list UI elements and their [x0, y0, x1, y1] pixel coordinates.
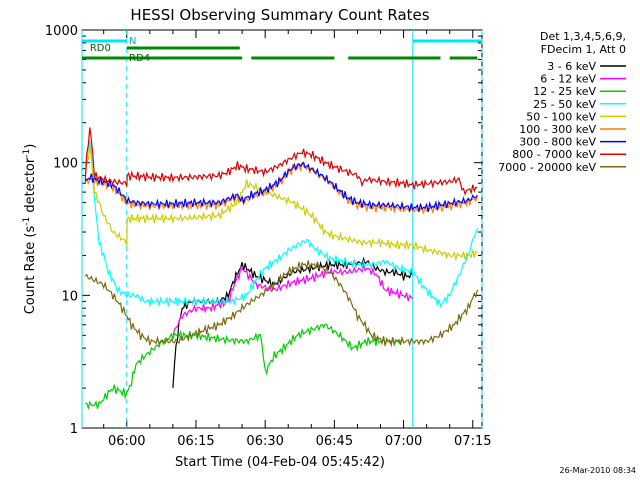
series-line — [84, 145, 478, 262]
rd0-label: RD0 — [90, 43, 111, 54]
orbit-markers: N RD0 RD4 — [81, 30, 483, 428]
x-tick-label: 06:00 — [108, 434, 145, 449]
y-tick-label: 100 — [53, 157, 78, 172]
legend-label: 7000 - 20000 keV — [498, 161, 596, 174]
x-tick-label: 06:15 — [177, 434, 214, 449]
legend-label: 3 - 6 keV — [547, 60, 596, 73]
x-tick-label: 06:30 — [246, 434, 283, 449]
legend-header-line-1: Det 1,3,4,5,6,9, — [540, 30, 626, 43]
x-axis-label: Start Time (04-Feb-04 05:45:42) — [175, 455, 385, 470]
x-tick-label: 07:15 — [454, 434, 491, 449]
legend-label: 100 - 300 keV — [519, 123, 596, 136]
series-lines — [84, 127, 478, 411]
series-line — [84, 160, 478, 215]
legend-label: 50 - 100 keV — [526, 110, 596, 123]
series-line — [172, 263, 414, 339]
series-line — [84, 161, 478, 213]
night-label: N — [129, 36, 136, 47]
legend-label: 300 - 800 keV — [519, 136, 596, 149]
y-tick-label: 1 — [70, 422, 78, 437]
legend-label: 25 - 50 keV — [533, 98, 596, 111]
timestamp: 26-Mar-2010 08:34 — [560, 466, 637, 475]
legend-label: 6 - 12 keV — [540, 73, 596, 86]
series-line — [172, 256, 414, 389]
y-tick-label: 1000 — [45, 24, 78, 39]
legend-label: 800 - 7000 keV — [512, 148, 596, 161]
y-axis: 1 10 100 1000 — [45, 24, 482, 437]
x-axis: 06:00 06:15 06:30 06:45 07:00 07:15 — [103, 30, 492, 449]
legend: Det 1,3,4,5,6,9, FDecim 1, Att 0 3 - 6 k… — [498, 30, 626, 174]
legend-header-line-2: FDecim 1, Att 0 — [541, 43, 626, 56]
y-tick-label: 10 — [61, 289, 78, 304]
series-line — [84, 127, 478, 196]
x-tick-label: 06:45 — [316, 434, 353, 449]
chart-title: HESSI Observing Summary Count Rates — [130, 6, 429, 24]
series-line — [85, 323, 405, 411]
series-line — [84, 260, 478, 348]
x-tick-label: 07:00 — [385, 434, 422, 449]
series-line — [84, 140, 478, 308]
plot-frame — [81, 29, 483, 429]
rd4-label: RD4 — [129, 53, 150, 64]
y-axis-label: Count Rate (s-1 detector-1) — [22, 144, 38, 315]
legend-label: 12 - 25 keV — [533, 85, 596, 98]
